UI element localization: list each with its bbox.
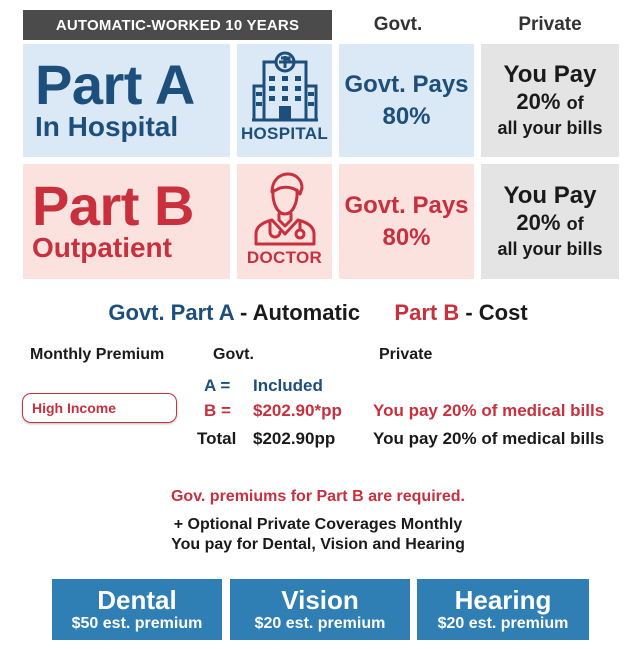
hospital-card: HOSPITAL (237, 44, 332, 157)
part-b-all-bills: all your bills (497, 239, 603, 259)
part-a-card: Part A In Hospital (23, 44, 230, 157)
row-total-govt: $202.90pp (253, 429, 336, 448)
part-b-govt-pays-pct: 80% (382, 223, 431, 251)
coverage-name: Vision (281, 584, 359, 615)
part-a-private-pays: You Pay 20% of all your bills (481, 44, 619, 157)
part-b-you-pay: You Pay (503, 182, 597, 209)
coverage-name: Dental (97, 584, 177, 615)
part-a-govt-pays-pct: 80% (382, 102, 431, 130)
heading-part-a-rest: - Automatic (233, 300, 361, 325)
part-b-govt-pays-line1: Govt. Pays (344, 191, 469, 219)
doctor-icon (254, 172, 315, 246)
part-b-of: of (566, 214, 584, 234)
part-a-you-pay-pct: 20% (516, 89, 561, 114)
row-total-private: You pay 20% of medical bills (373, 429, 605, 448)
summary-heading: Govt. Part A - Automatic Part B - Cost (0, 300, 636, 326)
row-a-label: A = (204, 376, 231, 395)
part-b-subtitle: Outpatient (32, 231, 172, 263)
hospital-icon (251, 51, 318, 122)
row-total-label: Total (197, 429, 237, 448)
part-b-title: Part B (32, 173, 194, 237)
coverage-tile-vision: Vision $20 est. premium (230, 579, 410, 640)
note-pay-for: You pay for Dental, Vision and Hearing (171, 536, 465, 553)
note-optional: + Optional Private Coverages Monthly (173, 516, 463, 533)
label-private: Private (379, 346, 433, 363)
heading-part-b-rest: - Cost (459, 300, 528, 325)
part-a-govt-pays-line1: Govt. Pays (344, 70, 469, 98)
coverage-tile-hearing: Hearing $20 est. premium (417, 579, 589, 640)
row-a-govt: Included (253, 376, 323, 395)
part-b-govt-pays: Govt. Pays 80% (339, 164, 474, 279)
row-b-govt: $202.90*pp (253, 401, 342, 420)
coverage-premium: $50 est. premium (71, 614, 203, 632)
label-govt: Govt. (213, 346, 254, 363)
label-monthly-premium: Monthly Premium (30, 346, 165, 363)
banner-automatic: AUTOMATIC-WORKED 10 YEARS (23, 10, 332, 40)
coverage-premium: $20 est. premium (437, 614, 569, 632)
note-required: Gov. premiums for Part B are required. (170, 488, 465, 505)
high-income-badge: High Income (22, 393, 177, 423)
part-a-you-pay: You Pay (503, 61, 597, 88)
part-a-all-bills: all your bills (497, 118, 603, 138)
part-a-govt-pays: Govt. Pays 80% (339, 44, 474, 157)
hospital-label: HOSPITAL (240, 124, 329, 143)
part-a-subtitle: In Hospital (35, 110, 179, 142)
part-a-title: Part A (35, 52, 195, 116)
doctor-label: DOCTOR (246, 248, 323, 267)
part-b-you-pay-pct: 20% (516, 210, 561, 235)
part-b-private-pays: You Pay 20% of all your bills (481, 164, 619, 279)
column-header-private: Private (518, 14, 582, 35)
part-b-card: Part B Outpatient (23, 164, 230, 279)
heading-part-a: Govt. Part A (108, 300, 234, 325)
part-a-of: of (566, 93, 584, 113)
doctor-card: DOCTOR (237, 164, 332, 279)
heading-part-b: Part B (394, 300, 460, 325)
coverage-name: Hearing (454, 584, 552, 615)
coverage-tile-dental: Dental $50 est. premium (52, 579, 222, 640)
row-b-label: B = (204, 401, 231, 420)
row-b-private: You pay 20% of medical bills (373, 401, 605, 420)
column-header-govt: Govt. (373, 14, 423, 35)
coverage-premium: $20 est. premium (254, 614, 386, 632)
